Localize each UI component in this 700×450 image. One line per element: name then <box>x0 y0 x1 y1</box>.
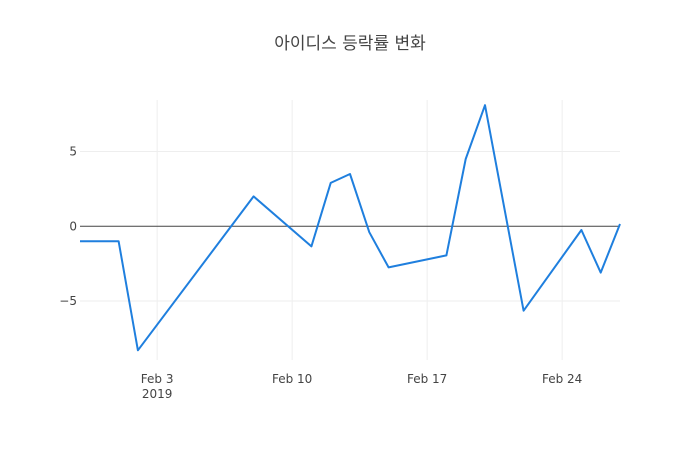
data-point <box>118 241 119 242</box>
x-tick-label: Feb 17 <box>407 372 447 386</box>
chart-title: 아이디스 등락률 변화 <box>274 34 426 54</box>
series-layer <box>80 104 621 352</box>
data-point <box>350 173 351 174</box>
x-tick-year-label: 2019 <box>142 387 173 401</box>
y-tick-label: −5 <box>59 294 77 308</box>
y-tick-label: 5 <box>69 145 77 159</box>
data-point <box>465 159 466 160</box>
data-point <box>523 310 524 311</box>
y-tick-label: 0 <box>69 219 77 233</box>
data-point <box>388 267 389 268</box>
series-line <box>80 104 621 352</box>
data-point <box>330 182 331 183</box>
data-point <box>311 246 312 247</box>
data-point <box>369 232 370 233</box>
data-point <box>253 196 254 197</box>
y-axis-ticks: 5 0 −5 <box>59 145 77 308</box>
x-tick-label: Feb 3 <box>141 372 174 386</box>
data-point <box>600 272 601 273</box>
data-point <box>99 241 100 242</box>
data-point <box>80 241 81 242</box>
data-point <box>485 105 486 106</box>
data-point <box>620 224 621 225</box>
data-point <box>581 230 582 231</box>
x-tick-label: Feb 10 <box>272 372 312 386</box>
x-tick-label: Feb 24 <box>542 372 582 386</box>
data-point <box>446 255 447 256</box>
data-point <box>137 350 138 351</box>
